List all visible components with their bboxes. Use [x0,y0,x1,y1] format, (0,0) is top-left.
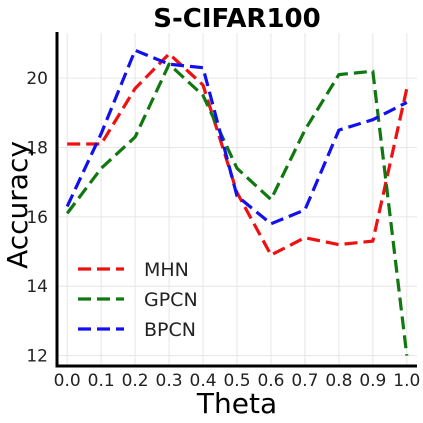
legend-label-bpcn: BPCN [144,319,196,341]
x-axis-label: Theta [196,387,277,420]
x-tick-labels: 0.0 0.1 0.2 0.3 0.4 0.5 0.6 0.7 0.8 0.9 1.0 [54,371,421,391]
x-tick-label-4: 0.4 [190,371,217,391]
x-tick-label-6: 0.6 [257,371,284,391]
y-tick-label-4: 20 [26,69,48,89]
grid [57,33,417,366]
x-tick-label-0: 0.0 [54,371,81,391]
legend-label-gpcn: GPCN [144,289,198,311]
series-line-gpcn [65,62,409,356]
y-tick-label-3: 18 [26,138,48,158]
x-tick-label-2: 0.2 [122,371,149,391]
x-tick-label-9: 0.9 [359,371,386,391]
x-tick-label-3: 0.3 [156,371,183,391]
x-tick-label-7: 0.7 [291,371,318,391]
series-line-bpcn [65,48,408,226]
y-tick-label-2: 16 [26,208,48,228]
y-axis-label: Accuracy [1,141,34,269]
axes-spines [55,32,417,368]
x-tick-label-1: 0.1 [88,371,115,391]
x-tick-label-8: 0.8 [325,371,352,391]
y-tick-labels: 12 14 16 18 20 [26,69,48,367]
series-lines [65,48,409,356]
x-tick-label-5: 0.5 [223,371,250,391]
legend-label-mhn: MHN [144,259,189,281]
x-tick-label-10: 1.0 [393,371,420,391]
chart-title: S-CIFAR100 [153,4,320,34]
y-tick-label-0: 12 [26,347,48,367]
legend: MHN GPCN BPCN [78,259,198,341]
y-tick-label-1: 14 [26,277,48,297]
